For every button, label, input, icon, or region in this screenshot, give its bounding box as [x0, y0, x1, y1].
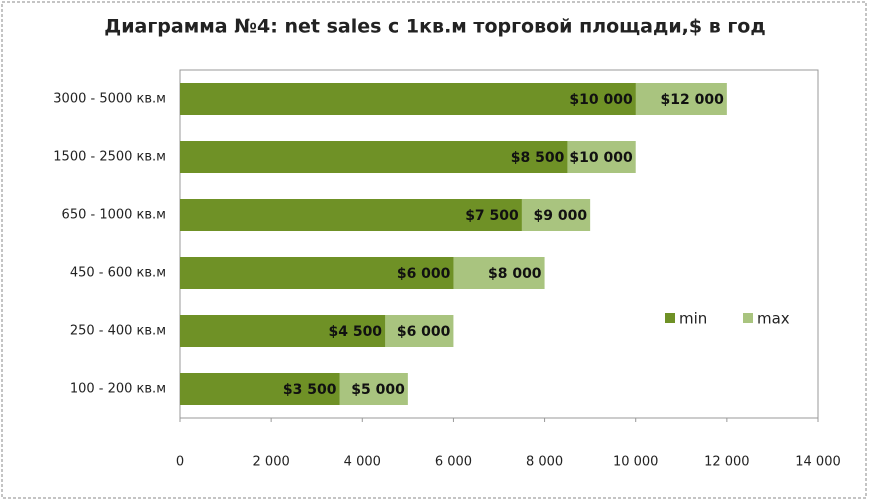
- bar: [180, 373, 340, 405]
- value-label: $6 000: [397, 324, 451, 340]
- y-tick-label: 100 - 200 кв.м: [70, 382, 166, 397]
- y-tick-label: 650 - 1000 кв.м: [62, 208, 166, 223]
- x-tick-label: 0: [176, 455, 184, 470]
- value-label: $6 000: [397, 266, 451, 282]
- x-tick-label: 10 000: [613, 455, 659, 470]
- legend-label: min: [679, 310, 707, 328]
- legend-swatch: [665, 313, 675, 323]
- value-label: $5 000: [351, 382, 405, 398]
- plot-frame: [179, 69, 819, 419]
- y-tick-label: 450 - 600 кв.м: [70, 266, 166, 281]
- y-tick-label: 1500 - 2500 кв.м: [53, 150, 166, 165]
- value-label: $4 500: [328, 324, 382, 340]
- value-label: $3 500: [283, 382, 337, 398]
- bar: [180, 257, 454, 289]
- bar: [180, 199, 522, 231]
- value-label: $7 500: [465, 208, 519, 224]
- bar: [180, 83, 636, 115]
- value-label: $8 000: [488, 266, 542, 282]
- value-label: $10 000: [569, 92, 633, 108]
- y-tick-label: 250 - 400 кв.м: [70, 324, 166, 339]
- value-label: $10 000: [569, 150, 633, 166]
- x-tick-label: 12 000: [704, 455, 750, 470]
- value-label: $9 000: [534, 208, 588, 224]
- x-tick-label: 6 000: [435, 455, 472, 470]
- bar: [180, 315, 386, 347]
- x-tick-label: 14 000: [795, 455, 841, 470]
- x-tick-label: 2 000: [253, 455, 290, 470]
- x-tick-label: 8 000: [526, 455, 563, 470]
- legend-label: max: [757, 310, 790, 328]
- x-tick-label: 4 000: [344, 455, 381, 470]
- y-tick-label: 3000 - 5000 кв.м: [53, 92, 166, 107]
- chart-title: Диаграмма №4: net sales с 1кв.м торговой…: [104, 16, 765, 38]
- value-label: $12 000: [661, 92, 725, 108]
- value-label: $8 500: [511, 150, 565, 166]
- legend-swatch: [743, 313, 753, 323]
- bar: [180, 141, 568, 173]
